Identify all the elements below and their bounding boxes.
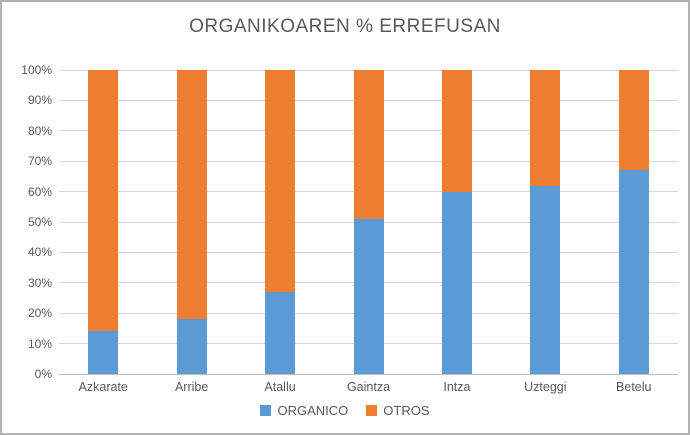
bar-segment-otros-atallu [265, 70, 296, 292]
bar-segment-otros-betelu [618, 70, 649, 171]
x-tick-label-atallu: Atallu [264, 380, 296, 394]
y-tick-label-30: 30% [27, 275, 52, 290]
bar-segment-organico-azkarate [88, 331, 119, 374]
x-tick-label-azkarate: Azkarate [78, 380, 128, 394]
bar-segment-otros-azkarate [88, 70, 119, 332]
y-tick-label-50: 50% [27, 215, 52, 229]
y-tick-label-40: 40% [27, 245, 52, 260]
x-tick-label-gaintza: Gaintza [346, 380, 391, 394]
bar-segment-otros-arribe [176, 70, 207, 320]
x-tick-label-uzteggi: Uzteggi [524, 380, 567, 394]
y-tick-label-90: 90% [27, 93, 52, 108]
gridline-100 [59, 69, 678, 71]
bar-segment-organico-betelu [618, 170, 649, 374]
bar-segment-organico-atallu [265, 291, 296, 374]
chart-title: ORGANIKOAREN % ERREFUSAN [189, 16, 501, 37]
bar-segment-organico-arribe [176, 319, 207, 374]
legend-label-otros: OTROS [383, 403, 430, 418]
y-tick-label-10: 10% [27, 336, 52, 351]
x-tick-label-intza: Intza [443, 380, 471, 394]
y-tick-label-70: 70% [27, 154, 52, 169]
legend-swatch-organico-icon [260, 405, 272, 416]
bar-segment-organico-uzteggi [530, 185, 561, 374]
legend-item-otros: OTROS [366, 403, 430, 418]
legend-item-organico: ORGANICO [260, 403, 348, 418]
bar-segment-otros-gaintza [353, 70, 384, 219]
y-tick-label-0: 0% [34, 367, 52, 381]
y-tick-label-80: 80% [27, 123, 52, 138]
x-tick-label-arribe: Arribe [174, 380, 209, 394]
bar-segment-organico-gaintza [353, 218, 384, 374]
legend-label-organico: ORGANICO [277, 403, 349, 418]
legend-swatch-otros-icon [366, 405, 378, 416]
y-tick-label-20: 20% [27, 306, 52, 321]
bar-segment-otros-intza [441, 70, 472, 192]
bar-segment-otros-uzteggi [530, 70, 561, 186]
bar-segment-organico-intza [441, 191, 472, 374]
plot-area [59, 69, 678, 375]
x-tick-label-betelu: Betelu [616, 380, 652, 394]
x-axis-line [59, 373, 678, 375]
chart-legend: ORGANICO OTROS [2, 403, 688, 418]
y-tick-label-60: 60% [27, 184, 52, 199]
y-tick-label-100: 100% [21, 63, 52, 77]
